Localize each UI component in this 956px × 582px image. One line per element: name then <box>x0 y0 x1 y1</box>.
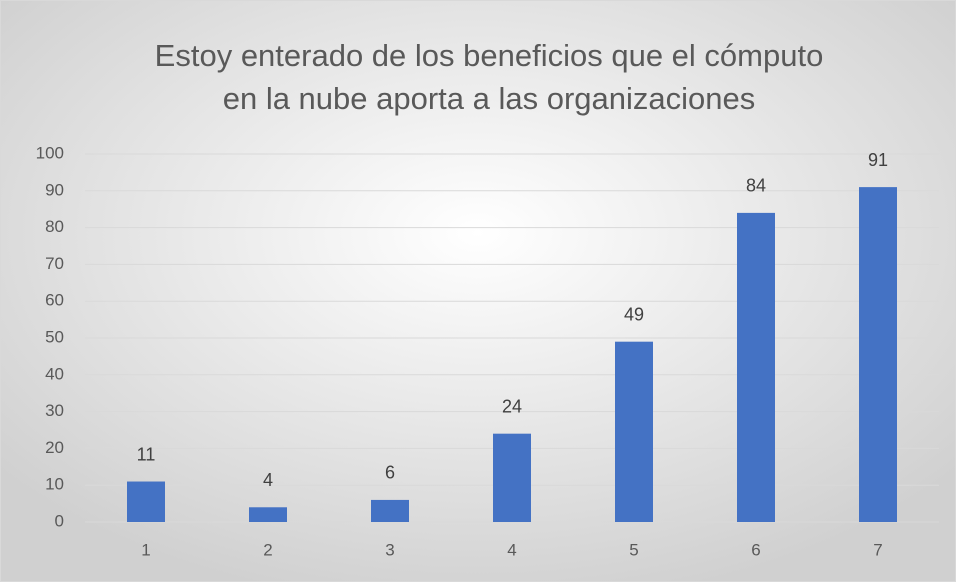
data-label: 4 <box>263 470 273 490</box>
data-label: 91 <box>868 150 888 170</box>
data-label: 24 <box>502 396 522 416</box>
bar <box>127 481 165 522</box>
y-tick-label: 20 <box>45 438 64 457</box>
y-tick-label: 100 <box>36 143 64 162</box>
x-tick-label: 4 <box>507 540 516 559</box>
y-tick-label: 60 <box>45 291 64 310</box>
x-tick-label: 3 <box>385 540 394 559</box>
data-label: 6 <box>385 463 395 483</box>
y-tick-label: 70 <box>45 254 64 273</box>
x-tick-label: 2 <box>263 540 272 559</box>
y-tick-label: 30 <box>45 401 64 420</box>
x-tick-label: 6 <box>751 540 760 559</box>
bar <box>371 499 409 522</box>
bar <box>737 212 775 522</box>
chart-title: en la nube aporta a las organizaciones <box>223 81 756 116</box>
y-tick-label: 10 <box>45 475 64 494</box>
x-tick-label: 1 <box>141 540 150 559</box>
data-label: 84 <box>746 176 766 196</box>
y-tick-label: 0 <box>55 511 64 530</box>
bar <box>493 433 531 522</box>
bar <box>249 507 287 522</box>
y-tick-label: 90 <box>45 180 64 199</box>
data-label: 11 <box>137 444 156 464</box>
chart-title: Estoy enterado de los beneficios que el … <box>155 38 824 73</box>
data-label: 49 <box>624 304 644 324</box>
x-tick-label: 7 <box>873 540 882 559</box>
y-tick-label: 50 <box>45 327 64 346</box>
y-tick-label: 80 <box>45 217 64 236</box>
y-tick-label: 40 <box>45 364 64 383</box>
bar <box>615 341 653 522</box>
bar <box>859 187 897 522</box>
x-tick-label: 5 <box>629 540 638 559</box>
